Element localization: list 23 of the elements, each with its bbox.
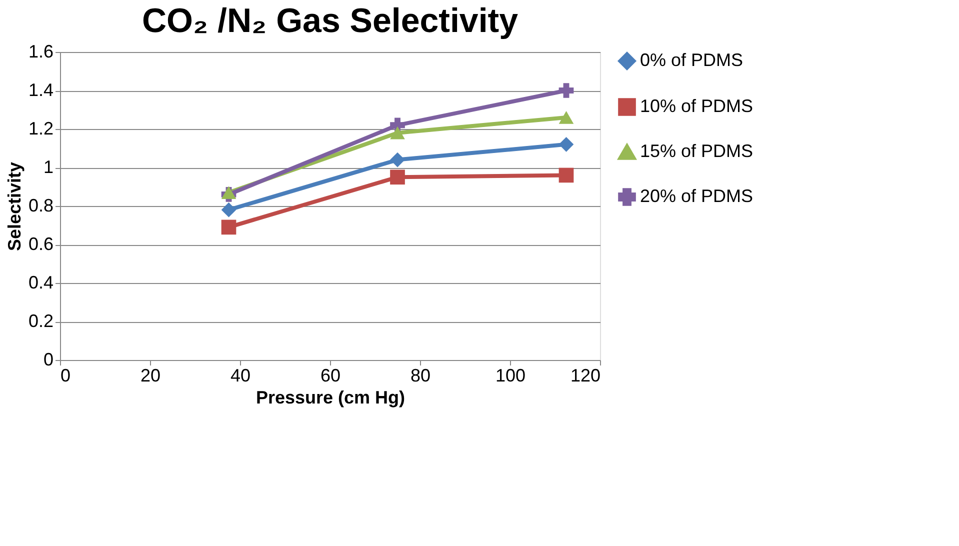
legend-label: 10% of PDMS bbox=[640, 96, 754, 116]
y-tick-label: 1.2 bbox=[28, 118, 54, 138]
chart-title: CO₂ /N₂ Gas Selectivity bbox=[142, 2, 518, 40]
legend-label: 0% of PDMS bbox=[640, 50, 744, 70]
legend-label: 15% of PDMS bbox=[640, 141, 754, 161]
y-tick-label: 0.2 bbox=[28, 311, 54, 331]
y-tick-label: 1.6 bbox=[28, 42, 54, 62]
x-tick-label: 40 bbox=[230, 366, 251, 386]
legend-label: 20% of PDMS bbox=[640, 186, 754, 206]
y-tick-label: 1 bbox=[43, 157, 54, 177]
y-axis-title: Selectivity bbox=[4, 162, 24, 252]
y-tick-label: 0.8 bbox=[28, 196, 54, 216]
x-tick-label: 80 bbox=[410, 366, 431, 386]
x-tick-label: 0 bbox=[60, 366, 71, 386]
x-tick-label: 20 bbox=[140, 366, 161, 386]
y-tick-label: 0.6 bbox=[28, 234, 54, 254]
x-tick-label: 60 bbox=[320, 366, 341, 386]
x-tick-label: 100 bbox=[495, 366, 526, 386]
y-tick-label: 0.4 bbox=[28, 272, 54, 292]
x-axis-title: Pressure (cm Hg) bbox=[256, 388, 406, 408]
x-tick-label: 120 bbox=[570, 366, 600, 386]
y-tick-label: 0 bbox=[43, 350, 54, 370]
y-tick-label: 1.4 bbox=[28, 80, 54, 100]
